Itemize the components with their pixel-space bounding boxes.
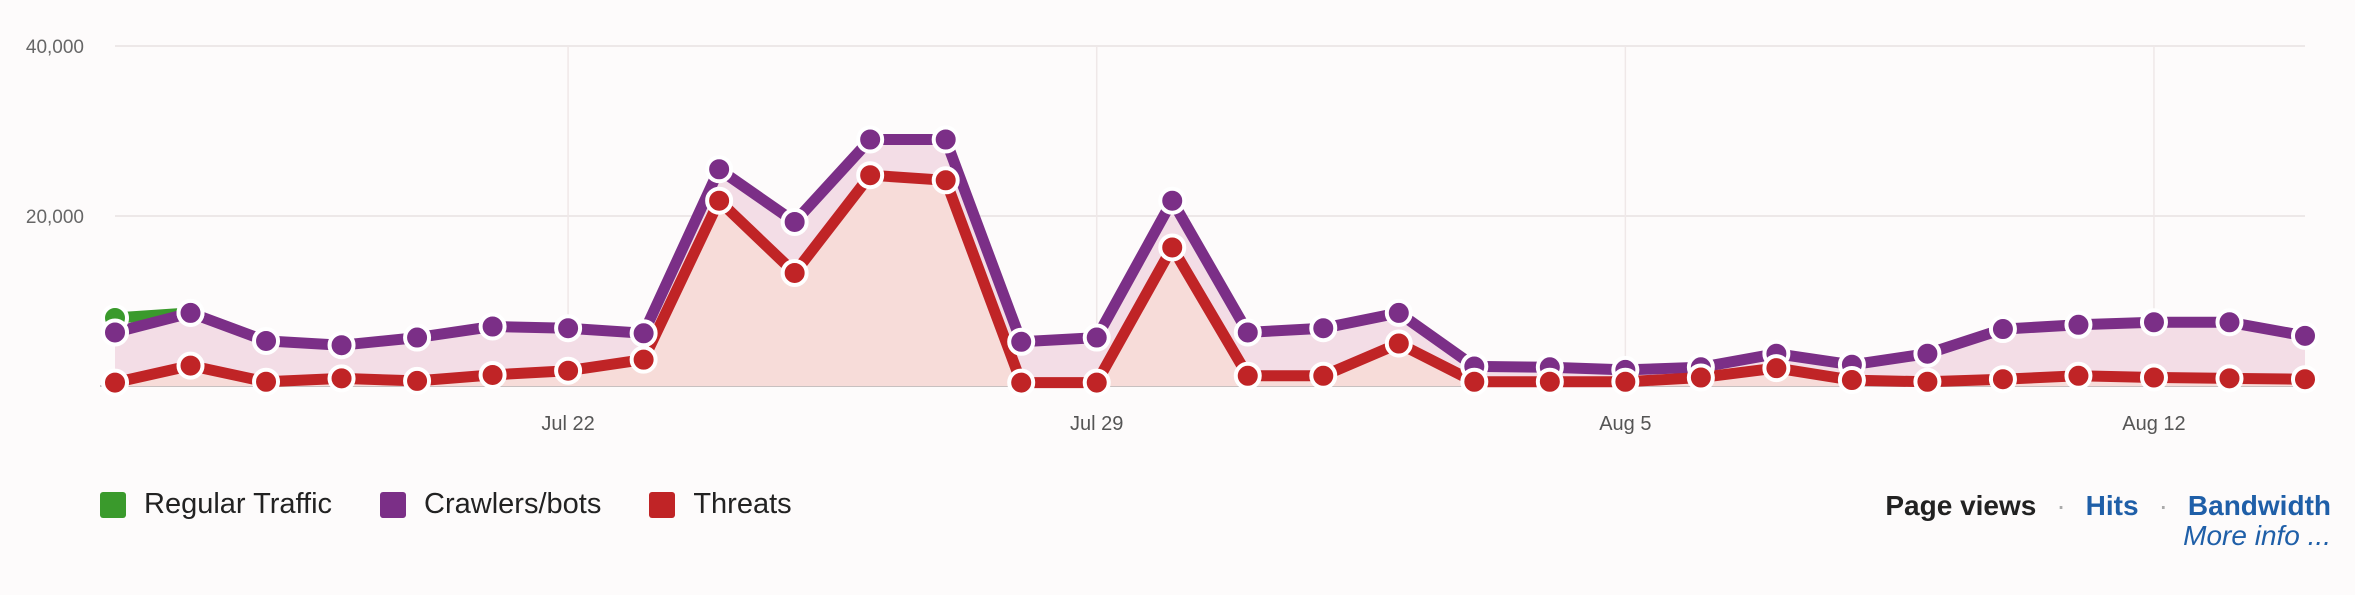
point-threats (554, 356, 583, 385)
point-crawlers-bots (554, 314, 583, 343)
legend-label: Threats (693, 488, 792, 520)
chart-legend: Regular Traffic Crawlers/bots Threats (100, 488, 840, 521)
point-threats (1686, 363, 1715, 392)
x-tick-label: Jul 29 (1070, 413, 1123, 435)
point-crawlers-bots (1082, 323, 1111, 352)
point-crawlers-bots (1233, 318, 1262, 347)
point-crawlers-bots (2064, 310, 2093, 339)
point-crawlers-bots (629, 319, 658, 348)
y-tick-label: 20,000 (26, 207, 84, 228)
point-threats (1309, 361, 1338, 390)
point-threats (1611, 367, 1640, 396)
area-threats (115, 175, 2305, 386)
point-crawlers-bots (2291, 321, 2319, 350)
point-threats (629, 345, 658, 374)
point-threats (1988, 365, 2017, 394)
point-crawlers-bots (780, 207, 809, 236)
point-crawlers-bots (1309, 314, 1338, 343)
traffic-chart: 40,000 20,000 Jul 22 Jul 29 Aug 5 Aug 12 (26, 37, 2319, 435)
point-threats (1158, 233, 1187, 262)
legend-swatch-threats (649, 491, 676, 518)
point-crawlers-bots (2139, 308, 2168, 337)
point-crawlers-bots (478, 312, 507, 341)
point-crawlers-bots (1913, 339, 1942, 368)
point-threats (1837, 366, 1866, 395)
point-threats (1913, 367, 1942, 396)
legend-label: Regular Traffic (144, 488, 333, 520)
legend-item-threats[interactable]: Threats (649, 488, 792, 521)
point-threats (403, 366, 432, 395)
point-crawlers-bots (252, 326, 281, 355)
point-threats (1082, 368, 1111, 397)
point-crawlers-bots (1988, 315, 2017, 344)
point-crawlers-bots (101, 318, 129, 347)
point-threats (2291, 365, 2319, 394)
point-crawlers-bots (1158, 186, 1187, 215)
metric-selector: Page views · Hits · Bandwidth (1885, 490, 2331, 522)
hits-link[interactable]: Hits (2085, 490, 2139, 521)
point-threats (327, 364, 356, 393)
point-crawlers-bots (931, 125, 960, 154)
point-threats (176, 351, 205, 380)
point-threats (1460, 367, 1489, 396)
point-threats (478, 360, 507, 389)
point-crawlers-bots (403, 323, 432, 352)
point-threats (1384, 329, 1413, 358)
legend-swatch-crawlers-bots (380, 491, 407, 518)
legend-label: Crawlers/bots (424, 488, 602, 520)
point-threats (101, 368, 129, 397)
point-crawlers-bots (1007, 327, 1036, 356)
point-threats (2064, 361, 2093, 390)
x-tick-label: Aug 5 (1599, 413, 1651, 435)
point-crawlers-bots (856, 125, 885, 154)
point-threats (2215, 364, 2244, 393)
metric-separator: · (2158, 490, 2168, 521)
page-views-option[interactable]: Page views (1885, 490, 2037, 521)
more-info-link[interactable]: More info ... (2183, 520, 2331, 551)
bandwidth-link[interactable]: Bandwidth (2187, 490, 2331, 521)
x-tick-label: Jul 22 (541, 413, 594, 435)
legend-swatch-regular-traffic (100, 491, 126, 518)
y-tick-label: 40,000 (26, 37, 84, 58)
point-threats (1762, 354, 1791, 383)
point-crawlers-bots (1384, 298, 1413, 327)
point-threats (252, 367, 281, 396)
point-threats (780, 258, 809, 287)
point-crawlers-bots (2215, 308, 2244, 337)
point-threats (1007, 368, 1036, 397)
point-threats (931, 166, 960, 195)
point-threats (856, 161, 885, 190)
point-crawlers-bots (327, 331, 356, 360)
legend-item-regular-traffic[interactable]: Regular Traffic (100, 488, 332, 521)
point-crawlers-bots (176, 298, 205, 327)
point-crawlers-bots (705, 155, 734, 184)
point-threats (2139, 363, 2168, 392)
point-threats (705, 186, 734, 215)
x-tick-label: Aug 12 (2122, 413, 2185, 435)
point-threats (1233, 361, 1262, 390)
metric-separator: · (2056, 490, 2066, 521)
point-threats (1535, 367, 1564, 396)
legend-item-crawlers-bots[interactable]: Crawlers/bots (380, 488, 601, 521)
